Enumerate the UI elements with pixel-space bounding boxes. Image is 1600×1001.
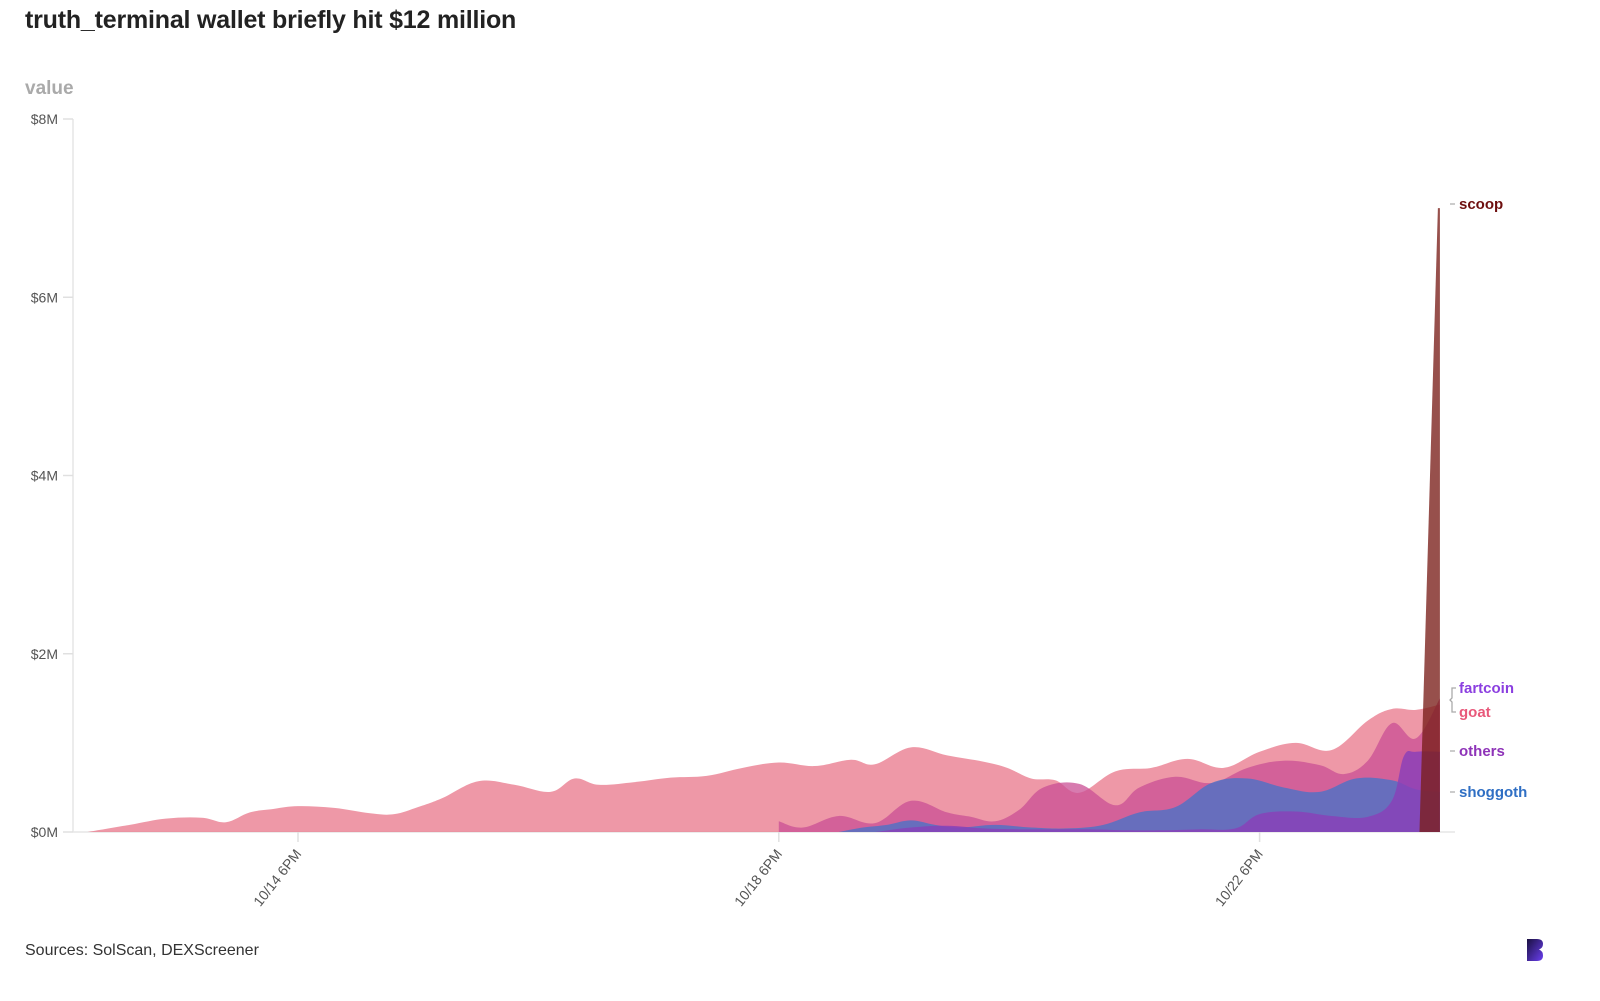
legend-label-others: others (1459, 743, 1505, 760)
y-tick-label: $6M (31, 289, 58, 305)
brand-b-logo-icon[interactable] (1526, 938, 1544, 962)
y-tick-label: $2M (31, 646, 58, 662)
x-tick-label: 10/14 6PM (250, 846, 304, 909)
y-axis: $0M $2M $4M $6M $8M (31, 111, 74, 840)
y-tick-label: $4M (31, 468, 58, 484)
chart-title: truth_terminal wallet briefly hit $12 mi… (25, 6, 517, 34)
legend-label-goat: goat (1459, 704, 1491, 721)
legend-label-fartcoin: fartcoin (1459, 680, 1514, 697)
legend-label-shoggoth: shoggoth (1459, 784, 1527, 801)
series-areas (87, 208, 1440, 832)
x-tick-label: 10/18 6PM (731, 846, 785, 909)
y-axis-title: value (25, 78, 74, 99)
legend-label-scoop: scoop (1459, 196, 1503, 213)
legend-bracket (1449, 687, 1456, 713)
x-tick-label: 10/22 6PM (1212, 846, 1266, 909)
x-axis: 10/14 6PM 10/18 6PM 10/22 6PM (73, 831, 1455, 909)
series-legend: scoop fartcoin goat others shoggoth (1449, 196, 1527, 801)
source-note: Sources: SolScan, DEXScreener (25, 942, 259, 959)
area-scoop (1419, 208, 1440, 832)
y-tick-label: $8M (31, 111, 58, 127)
area-others (874, 751, 1440, 832)
y-tick-label: $0M (31, 824, 58, 840)
